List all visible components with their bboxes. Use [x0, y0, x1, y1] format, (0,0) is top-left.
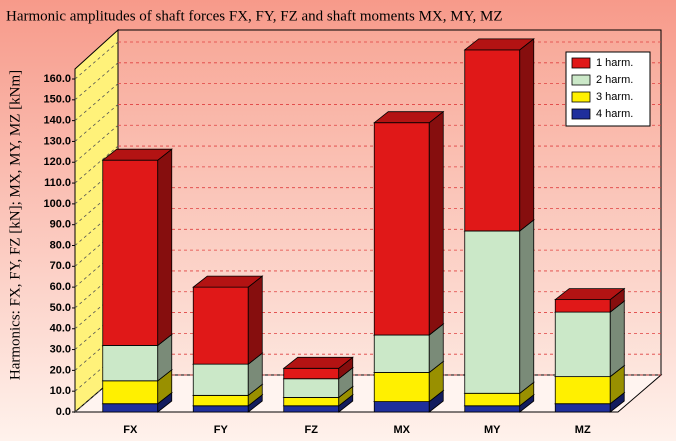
bar-segment: [282, 356, 354, 380]
y-tick-label: 80.0: [50, 239, 71, 251]
bar-front: [283, 378, 340, 398]
bar-front: [102, 380, 159, 405]
legend-swatch: [571, 108, 591, 120]
bar-front: [192, 363, 249, 396]
bar-front: [464, 49, 521, 232]
bar-front: [373, 372, 430, 402]
bar-front: [554, 299, 611, 313]
bar-top: [554, 288, 626, 301]
y-tick-label: 0.0: [56, 406, 71, 418]
bar-front: [192, 405, 249, 413]
bar-top: [192, 275, 264, 288]
bar-front: [102, 344, 159, 382]
bar-side: [428, 110, 444, 336]
bar-segment: [554, 300, 626, 378]
y-tick-label: 70.0: [50, 260, 71, 272]
y-tick-label: 100.0: [43, 198, 71, 210]
y-axis-label: Harmonics: FX, FY, FZ [kN]; MX, MY, MZ […: [7, 70, 23, 380]
legend-label: 3 harm.: [596, 91, 633, 103]
bar-side: [157, 148, 173, 347]
y-tick-label: 110.0: [44, 177, 71, 189]
bar-side: [247, 275, 263, 365]
legend-swatch: [571, 74, 591, 86]
bar-front: [373, 401, 430, 413]
bar-front: [464, 405, 521, 413]
bar-front: [283, 367, 340, 380]
y-tick-label: 40.0: [50, 323, 71, 335]
legend-swatch: [571, 91, 591, 103]
bar-segment: [101, 148, 173, 347]
bar-side: [519, 38, 535, 232]
legend-swatch: [571, 57, 591, 69]
bar-front: [464, 392, 521, 407]
legend-label: 4 harm.: [596, 108, 633, 120]
bar-segment: [192, 275, 264, 365]
bar-front: [373, 334, 430, 373]
legend-label: 2 harm.: [596, 74, 633, 86]
y-tick-label: 20.0: [50, 364, 71, 376]
y-tick-label: 120.0: [43, 156, 71, 168]
bar-top: [463, 38, 535, 51]
bar-top: [373, 111, 445, 124]
y-tick-label: 130.0: [43, 135, 71, 147]
bar-front: [102, 403, 159, 413]
x-tick-label: MX: [394, 424, 411, 436]
y-tick-label: 50.0: [50, 302, 71, 314]
y-tick-label: 150.0: [43, 94, 71, 106]
bar-front: [283, 397, 340, 407]
bar-top: [282, 356, 354, 369]
bar-segment: [463, 219, 535, 395]
x-tick-label: MZ: [575, 424, 591, 436]
bar-side: [519, 219, 535, 395]
bar-front: [192, 286, 249, 365]
legend-label: 1 harm.: [596, 57, 633, 69]
y-tick-label: 30.0: [50, 343, 71, 355]
bar-segment: [554, 287, 626, 313]
bar-side: [609, 300, 625, 378]
y-tick-label: 160.0: [43, 73, 71, 85]
bar-front: [102, 159, 159, 346]
bar-front: [554, 376, 611, 405]
bar-segment: [373, 110, 445, 336]
bar-front: [554, 403, 611, 413]
y-tick-label: 10.0: [50, 385, 71, 397]
y-tick-label: 90.0: [50, 219, 71, 231]
x-tick-label: FY: [214, 424, 229, 436]
x-tick-label: MY: [484, 424, 501, 436]
bar-front: [283, 405, 340, 413]
x-tick-label: FX: [123, 424, 138, 436]
bar-front: [192, 394, 249, 407]
bar-front: [464, 230, 521, 394]
y-tick-label: 140.0: [43, 115, 71, 127]
bar-top: [101, 148, 173, 161]
bar-front: [554, 311, 611, 378]
x-tick-label: FZ: [305, 424, 319, 436]
chart-title: Harmonic amplitudes of shaft forces FX, …: [6, 8, 503, 24]
y-tick-label: 60.0: [50, 281, 71, 293]
bar-front: [373, 122, 430, 336]
bar-segment: [463, 38, 535, 232]
